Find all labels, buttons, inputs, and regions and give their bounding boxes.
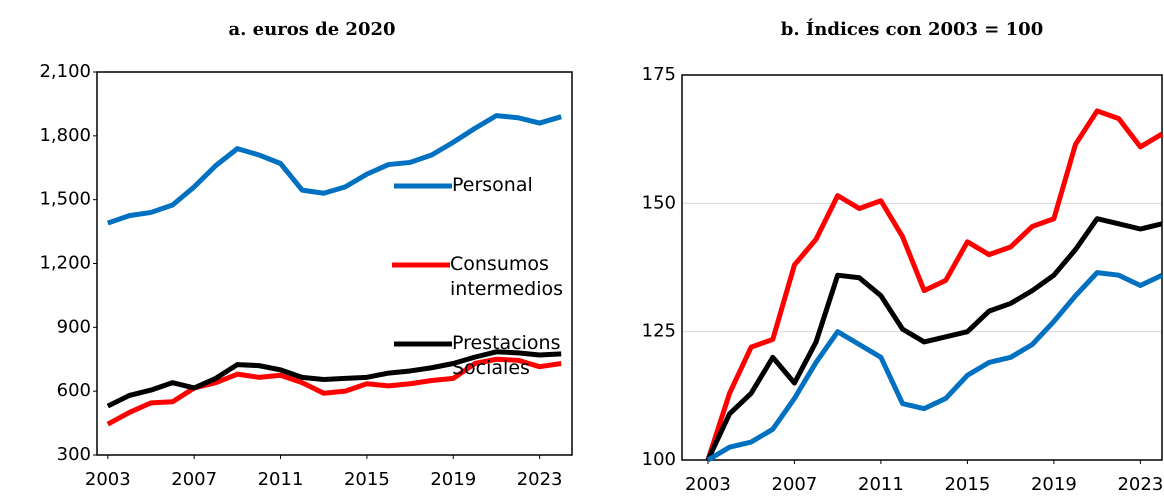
series-line — [106, 113, 562, 226]
y-tick-label: 150 — [642, 192, 676, 213]
x-tick-label: 2019 — [430, 469, 476, 490]
x-tick-label: 2011 — [258, 469, 304, 490]
x-tick-label: 2023 — [1117, 474, 1163, 495]
series-line — [705, 108, 1164, 461]
y-tick-label: 1,500 — [39, 189, 91, 210]
y-tick-label: 300 — [57, 444, 91, 465]
series-line — [705, 216, 1163, 462]
x-tick-label: 2007 — [171, 469, 217, 490]
plot-frame — [96, 71, 573, 456]
y-tick-label: 900 — [57, 316, 91, 337]
y-tick-label: 125 — [642, 321, 676, 342]
x-tick-label: 2003 — [85, 469, 131, 490]
y-tick-label: 175 — [642, 64, 676, 85]
x-tick-label: 2015 — [344, 469, 390, 490]
y-tick-label: 100 — [642, 449, 676, 470]
x-tick-label: 2019 — [1031, 474, 1077, 495]
series-line — [706, 270, 1164, 463]
x-tick-label: 2003 — [685, 474, 731, 495]
legend-label: Personal — [452, 174, 533, 196]
chart-title: b. Índices con 2003 = 100 — [781, 17, 1043, 40]
y-tick-label: 1,200 — [39, 253, 91, 274]
y-tick-label: 2,100 — [39, 61, 91, 82]
series-line — [106, 349, 562, 409]
x-tick-label: 2015 — [944, 474, 990, 495]
plot-frame — [681, 74, 1163, 461]
legend-label: Prestacions Sociales — [452, 332, 561, 379]
x-tick-label: 2007 — [772, 474, 818, 495]
chart-title: a. euros de 2020 — [228, 19, 395, 40]
legend-label: Consumos intermedios — [450, 253, 563, 300]
series-line — [106, 356, 562, 427]
y-tick-label: 600 — [57, 380, 91, 401]
y-tick-label: 1,800 — [39, 125, 91, 146]
x-tick-label: 2011 — [858, 474, 904, 495]
x-tick-label: 2023 — [517, 469, 563, 490]
